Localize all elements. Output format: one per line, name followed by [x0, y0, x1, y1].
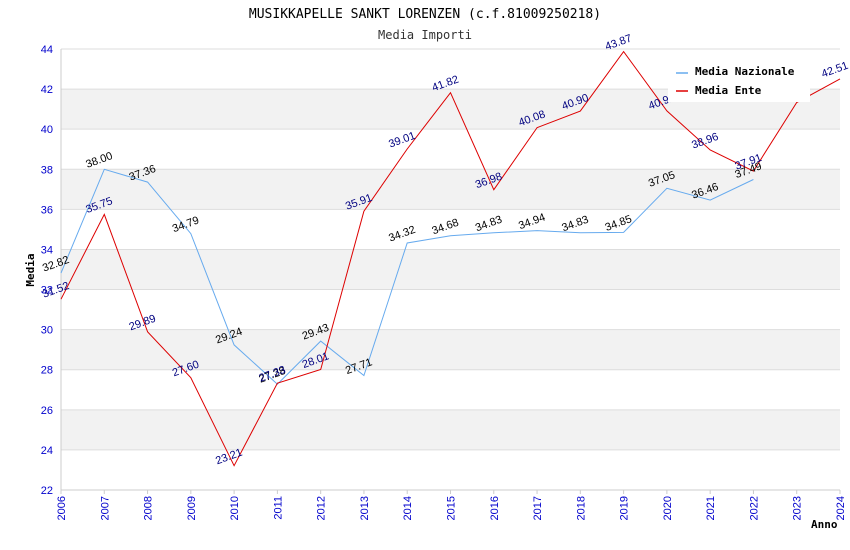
legend-background	[668, 60, 810, 102]
background-bands	[61, 89, 840, 450]
data-label: 39.01	[387, 130, 417, 151]
x-tick-label: 2015	[446, 496, 458, 520]
grid-lines	[61, 48, 840, 491]
x-tick-label: 2012	[316, 496, 328, 520]
y-tick-label: 36	[41, 204, 53, 216]
x-tick-label: 2017	[532, 496, 544, 520]
series-line-media-ente	[60, 50, 841, 467]
y-tick-label: 34	[41, 244, 53, 256]
y-tick-label: 40	[41, 124, 53, 136]
chart-subtitle: Media Importi	[378, 28, 472, 42]
x-tick-label: 2016	[489, 496, 501, 520]
x-tick-label: 2013	[359, 496, 371, 520]
x-tick-label: 2007	[99, 496, 111, 520]
x-tick-label: 2023	[792, 496, 804, 520]
y-tick-label: 28	[41, 365, 53, 377]
x-tick-label: 2009	[186, 496, 198, 520]
y-tick-label: 24	[41, 445, 53, 457]
x-tick-label: 2022	[748, 496, 760, 520]
legend-label-media-nazionale: Media Nazionale	[695, 65, 795, 78]
y-tick-label: 42	[41, 84, 53, 96]
series-line-media-nazionale	[60, 168, 754, 385]
data-label: 34.83	[474, 214, 504, 235]
x-tick-label: 2006	[56, 496, 68, 520]
y-tick-label: 30	[41, 325, 53, 337]
series-lines	[60, 50, 841, 467]
legend-label-media-ente: Media Ente	[695, 84, 762, 97]
y-axis-label: Media	[24, 253, 37, 286]
x-axis-label: Anno	[811, 518, 838, 531]
y-tick-label: 38	[41, 164, 53, 176]
x-tick-label: 2010	[229, 496, 241, 520]
y-tick-label: 22	[41, 485, 53, 497]
data-label: 34.68	[430, 217, 460, 238]
data-label: 38.00	[84, 150, 114, 171]
y-tick-label: 26	[41, 405, 53, 417]
data-label: 34.32	[387, 224, 417, 245]
data-label: 42.51	[820, 60, 850, 81]
x-tick-label: 2021	[705, 496, 717, 520]
x-tick-label: 2020	[662, 496, 674, 520]
data-label: 34.83	[560, 214, 590, 235]
data-label: 43.87	[604, 32, 634, 53]
chart-title: MUSIKKAPELLE SANKT LORENZEN (c.f.8100925…	[249, 7, 601, 22]
data-label: 34.79	[171, 214, 201, 235]
data-label: 31.52	[41, 280, 71, 301]
data-label: 34.94	[517, 211, 547, 232]
y-tick-label: 44	[41, 44, 53, 56]
data-label: 38.96	[690, 131, 720, 152]
x-tick-label: 2019	[619, 496, 631, 520]
x-tick-label: 2018	[575, 496, 587, 520]
x-tick-label: 2024	[835, 496, 847, 520]
x-tick-label: 2011	[272, 496, 284, 520]
grid-band	[61, 249, 840, 290]
y-axis-ticks: 22 24 26 28 30 32 34 36 38 40 42 44	[41, 44, 53, 497]
grid-band	[61, 329, 840, 370]
x-tick-label: 2008	[143, 496, 155, 520]
x-axis-ticks: 2006 2007 2008 2009 2010 2011 2012 2013 2014 2015…	[56, 490, 847, 520]
legend: Media Nazionale Media Ente	[668, 60, 810, 102]
x-tick-label: 2014	[402, 496, 414, 520]
y-tick-label: 32	[41, 285, 53, 297]
data-label: 34.85	[604, 213, 634, 234]
grid-band	[61, 409, 840, 450]
grid-band	[61, 169, 840, 210]
